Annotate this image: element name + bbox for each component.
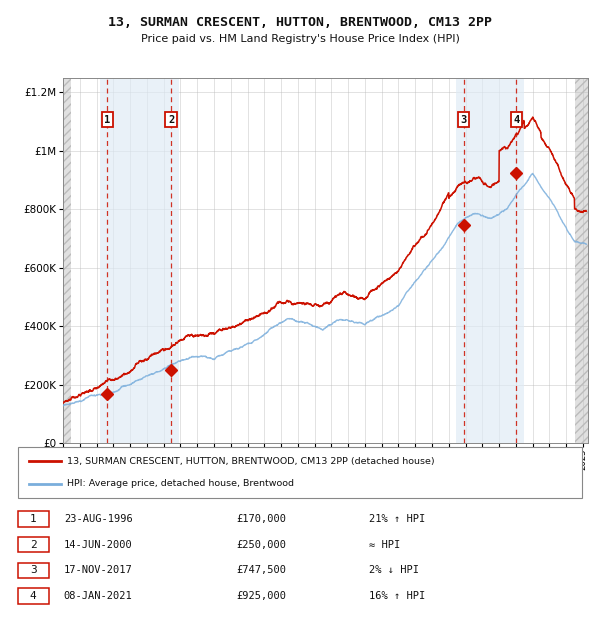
FancyBboxPatch shape bbox=[18, 537, 49, 552]
Text: 14-JUN-2000: 14-JUN-2000 bbox=[64, 540, 133, 550]
Text: ≈ HPI: ≈ HPI bbox=[369, 540, 400, 550]
FancyBboxPatch shape bbox=[18, 563, 49, 578]
Bar bbox=[63, 78, 71, 443]
Text: 16% ↑ HPI: 16% ↑ HPI bbox=[369, 591, 425, 601]
Text: 21% ↑ HPI: 21% ↑ HPI bbox=[369, 514, 425, 524]
Text: 2: 2 bbox=[168, 115, 175, 125]
Text: £747,500: £747,500 bbox=[236, 565, 287, 575]
Text: 13, SURMAN CRESCENT, HUTTON, BRENTWOOD, CM13 2PP (detached house): 13, SURMAN CRESCENT, HUTTON, BRENTWOOD, … bbox=[67, 456, 434, 466]
Text: 2: 2 bbox=[30, 540, 37, 550]
FancyBboxPatch shape bbox=[18, 588, 49, 604]
Text: 08-JAN-2021: 08-JAN-2021 bbox=[64, 591, 133, 601]
Bar bbox=[575, 78, 588, 443]
FancyBboxPatch shape bbox=[18, 512, 49, 527]
Text: £170,000: £170,000 bbox=[236, 514, 287, 524]
Text: 17-NOV-2017: 17-NOV-2017 bbox=[64, 565, 133, 575]
Text: 23-AUG-1996: 23-AUG-1996 bbox=[64, 514, 133, 524]
Bar bbox=[456, 78, 524, 443]
FancyBboxPatch shape bbox=[18, 446, 582, 498]
Text: 2% ↓ HPI: 2% ↓ HPI bbox=[369, 565, 419, 575]
Text: £250,000: £250,000 bbox=[236, 540, 287, 550]
Text: HPI: Average price, detached house, Brentwood: HPI: Average price, detached house, Bren… bbox=[67, 479, 294, 488]
Text: 1: 1 bbox=[30, 514, 37, 524]
Text: £925,000: £925,000 bbox=[236, 591, 287, 601]
Text: 1: 1 bbox=[104, 115, 110, 125]
Text: 4: 4 bbox=[513, 115, 520, 125]
Text: Price paid vs. HM Land Registry's House Price Index (HPI): Price paid vs. HM Land Registry's House … bbox=[140, 34, 460, 44]
Text: 13, SURMAN CRESCENT, HUTTON, BRENTWOOD, CM13 2PP: 13, SURMAN CRESCENT, HUTTON, BRENTWOOD, … bbox=[108, 16, 492, 29]
Text: 4: 4 bbox=[30, 591, 37, 601]
Text: 3: 3 bbox=[30, 565, 37, 575]
Bar bbox=[100, 78, 179, 443]
Text: 3: 3 bbox=[460, 115, 467, 125]
